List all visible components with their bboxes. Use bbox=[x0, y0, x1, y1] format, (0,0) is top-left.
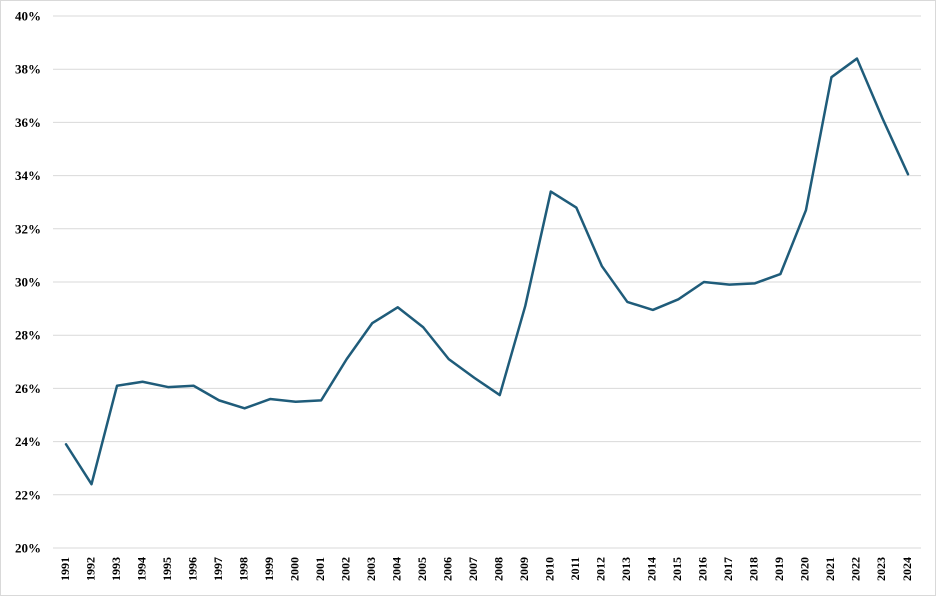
x-tick-label: 2016 bbox=[696, 557, 710, 581]
x-tick-label: 2019 bbox=[772, 557, 786, 581]
y-tick-label: 20% bbox=[15, 541, 41, 556]
x-tick-label: 2008 bbox=[492, 557, 506, 581]
data-point-2021 bbox=[828, 74, 834, 80]
data-point-2003 bbox=[369, 320, 375, 326]
x-tick-label: 2006 bbox=[440, 557, 454, 581]
data-point-1993 bbox=[114, 383, 120, 389]
x-tick-label: 2013 bbox=[619, 557, 633, 581]
x-tick-label: 2003 bbox=[364, 557, 378, 581]
data-point-2017 bbox=[726, 282, 732, 288]
x-tick-label: 1996 bbox=[185, 557, 199, 581]
x-tick-label: 2017 bbox=[721, 557, 735, 581]
x-tick-label: 2011 bbox=[568, 557, 582, 580]
x-tick-label: 2000 bbox=[287, 557, 301, 581]
x-tick-label: 2015 bbox=[670, 557, 684, 581]
x-tick-label: 2009 bbox=[517, 557, 531, 581]
data-point-2011 bbox=[573, 205, 579, 211]
data-point-2005 bbox=[420, 324, 426, 330]
y-tick-label: 34% bbox=[15, 168, 41, 183]
y-tick-label: 26% bbox=[15, 381, 41, 396]
data-point-2022 bbox=[854, 56, 860, 62]
series-line bbox=[64, 57, 910, 486]
data-point-2014 bbox=[650, 307, 656, 313]
data-point-2020 bbox=[803, 207, 809, 213]
data-point-1994 bbox=[140, 379, 146, 385]
data-point-2008 bbox=[497, 392, 503, 398]
x-tick-label: 2004 bbox=[389, 557, 403, 581]
x-tick-label: 2023 bbox=[874, 557, 888, 581]
x-tick-label: 1997 bbox=[211, 557, 225, 581]
data-point-2015 bbox=[675, 296, 681, 302]
data-point-2018 bbox=[752, 280, 758, 286]
x-tick-label: 2007 bbox=[466, 557, 480, 581]
data-point-2006 bbox=[446, 356, 452, 362]
data-point-2004 bbox=[395, 304, 401, 310]
y-tick-label: 22% bbox=[15, 487, 41, 502]
x-tick-label: 1994 bbox=[134, 557, 148, 581]
x-tick-label: 2012 bbox=[594, 557, 608, 581]
x-tick-label: 2020 bbox=[798, 557, 812, 581]
x-axis-tick-labels: 1991 1992 1993 1994 1995 1996 1997 1998 1999 2000… bbox=[58, 557, 914, 581]
data-point-1991 bbox=[63, 441, 69, 447]
data-point-2000 bbox=[293, 399, 299, 405]
series-lines bbox=[63, 56, 911, 487]
data-point-2001 bbox=[318, 397, 324, 403]
data-point-1999 bbox=[267, 396, 273, 402]
x-tick-label: 2005 bbox=[415, 557, 429, 581]
x-tick-label: 1991 bbox=[58, 557, 72, 581]
x-tick-label: 2018 bbox=[747, 557, 761, 581]
y-axis-tick-labels: 20% 22% 24% 26% 28% 30% 32% 34% 36% 38% 40% bbox=[15, 9, 41, 556]
y-tick-label: 24% bbox=[15, 434, 41, 449]
data-point-2013 bbox=[624, 299, 630, 305]
data-point-2024 bbox=[905, 171, 911, 177]
data-point-2012 bbox=[599, 263, 605, 269]
y-tick-label: 40% bbox=[15, 9, 41, 24]
x-tick-label: 2022 bbox=[849, 557, 863, 581]
x-tick-label: 1999 bbox=[262, 557, 276, 581]
data-point-2019 bbox=[777, 271, 783, 277]
x-tick-label: 2002 bbox=[338, 557, 352, 581]
x-tick-label: 1995 bbox=[160, 557, 174, 581]
y-tick-label: 36% bbox=[15, 115, 41, 130]
x-tick-label: 1992 bbox=[83, 557, 97, 581]
data-point-2023 bbox=[879, 115, 885, 121]
data-point-2002 bbox=[344, 356, 350, 362]
data-point-1998 bbox=[242, 405, 248, 411]
data-point-1995 bbox=[165, 384, 171, 390]
y-tick-label: 28% bbox=[15, 328, 41, 343]
data-point-2007 bbox=[471, 375, 477, 381]
x-tick-label: 2010 bbox=[543, 557, 557, 581]
x-tick-label: 2014 bbox=[645, 557, 659, 581]
x-tick-label: 2024 bbox=[900, 557, 914, 581]
x-tick-label: 1993 bbox=[109, 557, 123, 581]
data-point-2009 bbox=[522, 303, 528, 309]
data-point-2010 bbox=[548, 189, 554, 195]
data-point-1997 bbox=[216, 397, 222, 403]
data-point-2016 bbox=[701, 279, 707, 285]
y-tick-label: 38% bbox=[15, 62, 41, 77]
y-tick-label: 32% bbox=[15, 221, 41, 236]
y-tick-label: 30% bbox=[15, 275, 41, 290]
x-tick-label: 2001 bbox=[313, 557, 327, 581]
data-point-1992 bbox=[89, 481, 95, 487]
x-tick-label: 2021 bbox=[823, 557, 837, 581]
x-tick-label: 1998 bbox=[236, 557, 250, 581]
data-point-1996 bbox=[191, 383, 197, 389]
gridlines bbox=[53, 15, 921, 549]
